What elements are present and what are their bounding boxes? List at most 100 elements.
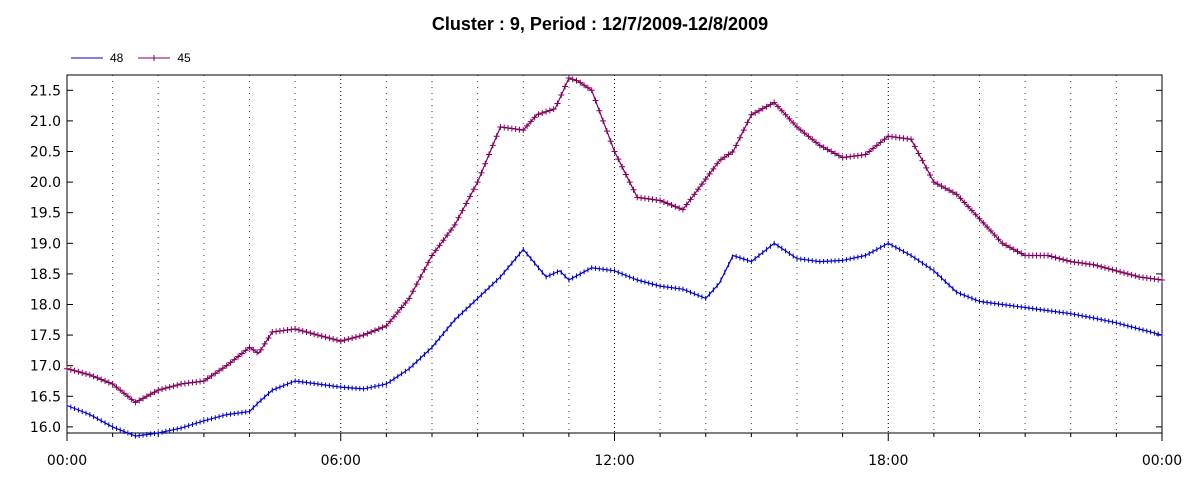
data-point-45 bbox=[790, 119, 797, 126]
data-point-45 bbox=[930, 179, 937, 186]
data-point-45 bbox=[489, 142, 496, 149]
data-point-45 bbox=[976, 215, 983, 222]
data-point-45 bbox=[67, 366, 74, 373]
data-point-45 bbox=[885, 133, 892, 140]
data-point-45 bbox=[1132, 272, 1139, 279]
data-point-45 bbox=[980, 219, 987, 226]
legend: 48 45 bbox=[70, 50, 205, 66]
data-point-45 bbox=[657, 197, 664, 204]
data-point-45 bbox=[717, 156, 724, 163]
data-point-45 bbox=[714, 160, 721, 167]
data-point-45 bbox=[1147, 275, 1154, 282]
data-point-45 bbox=[429, 252, 435, 259]
chart-title: Cluster : 9, Period : 12/7/2009-12/8/200… bbox=[431, 14, 769, 34]
data-point-45 bbox=[265, 334, 272, 341]
data-point-45 bbox=[934, 181, 941, 188]
data-point-45 bbox=[782, 111, 789, 118]
data-point-45 bbox=[64, 365, 70, 372]
data-point-45 bbox=[178, 381, 185, 388]
data-point-45 bbox=[208, 372, 215, 379]
data-point-45 bbox=[801, 130, 808, 137]
data-point-45 bbox=[242, 347, 249, 354]
data-point-45 bbox=[497, 124, 504, 131]
data-point-45 bbox=[102, 377, 109, 384]
data-point-45 bbox=[729, 149, 736, 156]
data-point-45 bbox=[147, 391, 154, 398]
data-point-45 bbox=[368, 329, 375, 336]
data-point-45 bbox=[261, 340, 268, 347]
data-point-45 bbox=[356, 333, 363, 340]
data-point-45 bbox=[341, 337, 348, 344]
data-point-45 bbox=[413, 281, 420, 288]
data-point-45 bbox=[949, 189, 956, 196]
y-tick-label: 21.5 bbox=[30, 83, 61, 99]
data-point-45 bbox=[254, 349, 261, 356]
y-tick-label: 16.0 bbox=[30, 420, 61, 436]
data-point-45 bbox=[1063, 257, 1070, 264]
data-point-45 bbox=[866, 148, 873, 155]
data-point-45 bbox=[86, 371, 93, 378]
data-point-45 bbox=[409, 288, 416, 295]
data-point-45 bbox=[638, 194, 645, 201]
series-line-45 bbox=[66, 77, 1163, 404]
data-point-45 bbox=[896, 134, 903, 141]
data-point-45 bbox=[554, 100, 561, 107]
data-point-45 bbox=[1143, 274, 1150, 281]
data-point-45 bbox=[501, 124, 508, 131]
data-point-45 bbox=[223, 362, 230, 369]
data-point-45 bbox=[83, 370, 90, 377]
data-point-45 bbox=[645, 195, 652, 202]
data-point-45 bbox=[995, 236, 1002, 243]
y-tick-label: 18.5 bbox=[30, 267, 61, 283]
data-point-45 bbox=[911, 143, 918, 150]
data-point-45 bbox=[938, 183, 945, 190]
data-point-45 bbox=[280, 327, 287, 334]
data-point-45 bbox=[892, 134, 899, 141]
data-point-45 bbox=[622, 171, 629, 178]
data-point-45 bbox=[653, 196, 660, 203]
data-point-45 bbox=[615, 156, 622, 163]
data-point-45 bbox=[600, 117, 607, 124]
data-point-45 bbox=[299, 328, 306, 335]
data-point-45 bbox=[295, 326, 302, 333]
data-point-45 bbox=[71, 367, 78, 374]
data-point-45 bbox=[216, 367, 223, 374]
data-point-45 bbox=[550, 106, 557, 113]
data-point-45 bbox=[379, 324, 386, 331]
data-point-45 bbox=[387, 318, 394, 325]
data-point-45 bbox=[1117, 268, 1124, 275]
data-point-45 bbox=[444, 232, 451, 239]
data-point-45 bbox=[968, 207, 975, 214]
data-point-45 bbox=[448, 227, 455, 234]
data-point-45 bbox=[98, 376, 105, 383]
legend-item-series-2: 45 bbox=[137, 51, 191, 65]
data-point-45 bbox=[927, 171, 934, 178]
data-point-45 bbox=[786, 115, 793, 122]
data-point-45 bbox=[733, 142, 740, 149]
data-point-45 bbox=[1044, 252, 1051, 259]
data-point-45 bbox=[904, 135, 911, 142]
data-point-45 bbox=[1079, 260, 1086, 267]
data-point-45 bbox=[797, 127, 804, 134]
data-point-45 bbox=[105, 379, 112, 386]
data-point-45 bbox=[767, 101, 774, 108]
data-point-45 bbox=[451, 221, 458, 228]
x-tick-label: 12:00 bbox=[594, 453, 634, 469]
data-point-45 bbox=[858, 152, 865, 159]
data-point-45 bbox=[352, 334, 359, 341]
data-point-45 bbox=[159, 386, 166, 393]
data-point-45 bbox=[371, 327, 378, 334]
data-point-45 bbox=[193, 379, 200, 386]
data-point-45 bbox=[889, 133, 896, 140]
data-point-45 bbox=[390, 313, 397, 320]
data-point-45 bbox=[425, 259, 432, 266]
data-point-45 bbox=[246, 344, 253, 351]
data-point-45 bbox=[238, 350, 245, 357]
data-point-45 bbox=[813, 139, 820, 146]
data-point-45 bbox=[805, 133, 812, 140]
data-point-45 bbox=[630, 186, 637, 193]
data-point-45 bbox=[691, 191, 698, 198]
data-point-45 bbox=[596, 107, 603, 114]
